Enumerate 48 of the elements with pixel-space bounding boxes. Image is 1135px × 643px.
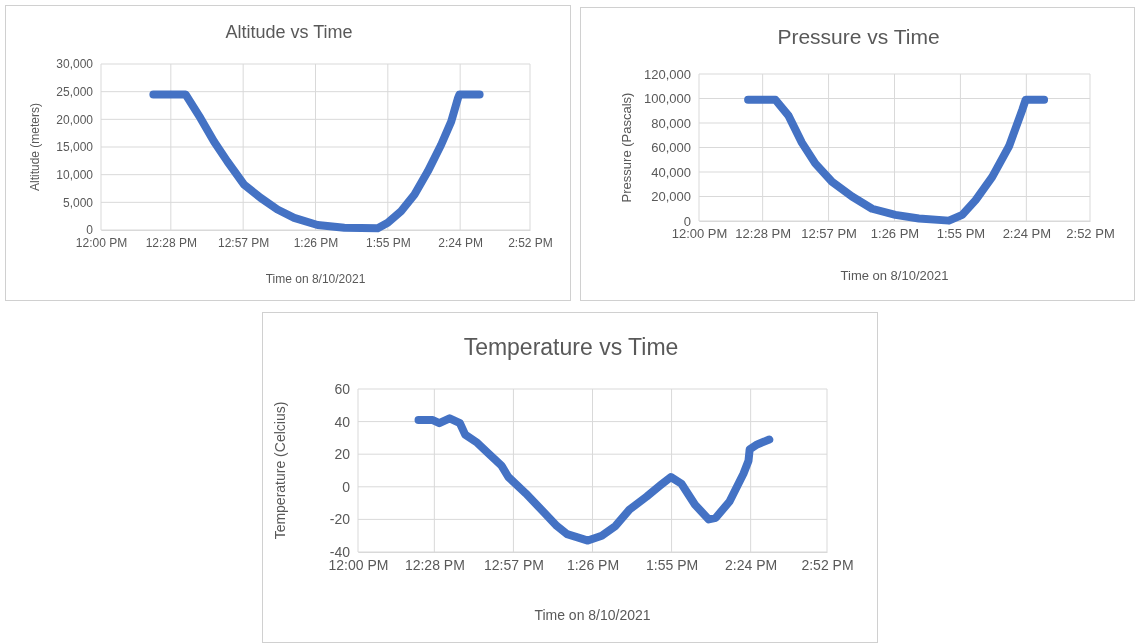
y-tick-label: 80,000: [651, 115, 691, 131]
chart-title: Temperature vs Time: [463, 333, 679, 360]
y-axis-title: Altitude (meters): [27, 102, 42, 192]
y-tick-label: 60: [334, 380, 351, 397]
y-tick-label: 20,000: [651, 189, 691, 205]
x-tick-label: 12:57 PM: [801, 226, 857, 242]
y-tick-label: 20,000: [56, 112, 94, 127]
x-tick-label: 1:26 PM: [293, 235, 339, 250]
x-tick-label: 2:52 PM: [1066, 226, 1115, 242]
x-tick-label: 12:57 PM: [217, 235, 270, 250]
x-tick-label: 1:26 PM: [566, 556, 620, 573]
x-tick-label: 12:00 PM: [75, 235, 128, 250]
x-tick-label: 2:24 PM: [725, 556, 778, 573]
x-tick-label: 1:55 PM: [365, 235, 411, 250]
y-tick-label: 40,000: [651, 164, 691, 180]
x-tick-label: 12:28 PM: [145, 235, 198, 250]
y-tick-label: 15,000: [56, 140, 94, 155]
y-tick-label: 100,000: [644, 91, 691, 107]
x-tick-label: 12:28 PM: [404, 556, 465, 573]
y-tick-label: 0: [683, 213, 691, 229]
x-axis-title: Time on 8/10/2021: [265, 271, 366, 286]
x-tick-label: 12:28 PM: [735, 226, 791, 242]
x-axis-title: Time on 8/10/2021: [534, 606, 651, 623]
x-tick-label: 12:57 PM: [483, 556, 544, 573]
x-tick-label: 12:00 PM: [671, 226, 728, 242]
x-axis-title: Time on 8/10/2021: [840, 268, 949, 284]
y-tick-label: 20: [334, 446, 351, 463]
x-tick-label: 1:26 PM: [870, 226, 920, 242]
y-tick-label: -20: [329, 511, 351, 528]
x-tick-label: 2:52 PM: [508, 235, 553, 250]
chart-title: Altitude vs Time: [225, 21, 353, 42]
x-tick-label: 2:24 PM: [438, 235, 484, 250]
y-tick-label: 5,000: [62, 195, 94, 210]
y-tick-label: 25,000: [56, 85, 94, 100]
y-axis-title: Pressure (Pascals): [619, 92, 635, 203]
x-tick-label: 1:55 PM: [936, 226, 986, 242]
y-tick-label: 0: [86, 223, 94, 238]
y-tick-label: 30,000: [56, 57, 94, 72]
y-tick-label: 40: [334, 413, 351, 430]
y-tick-label: 10,000: [56, 168, 94, 183]
chart-title: Pressure vs Time: [777, 25, 940, 49]
y-tick-label: 120,000: [644, 66, 691, 82]
x-tick-label: 2:24 PM: [1002, 226, 1052, 242]
x-tick-label: 1:55 PM: [646, 556, 699, 573]
x-tick-label: 2:52 PM: [801, 556, 854, 573]
y-tick-label: 0: [342, 478, 351, 495]
y-axis-title: Temperature (Celcius): [272, 401, 289, 540]
y-tick-label: 60,000: [651, 140, 691, 156]
